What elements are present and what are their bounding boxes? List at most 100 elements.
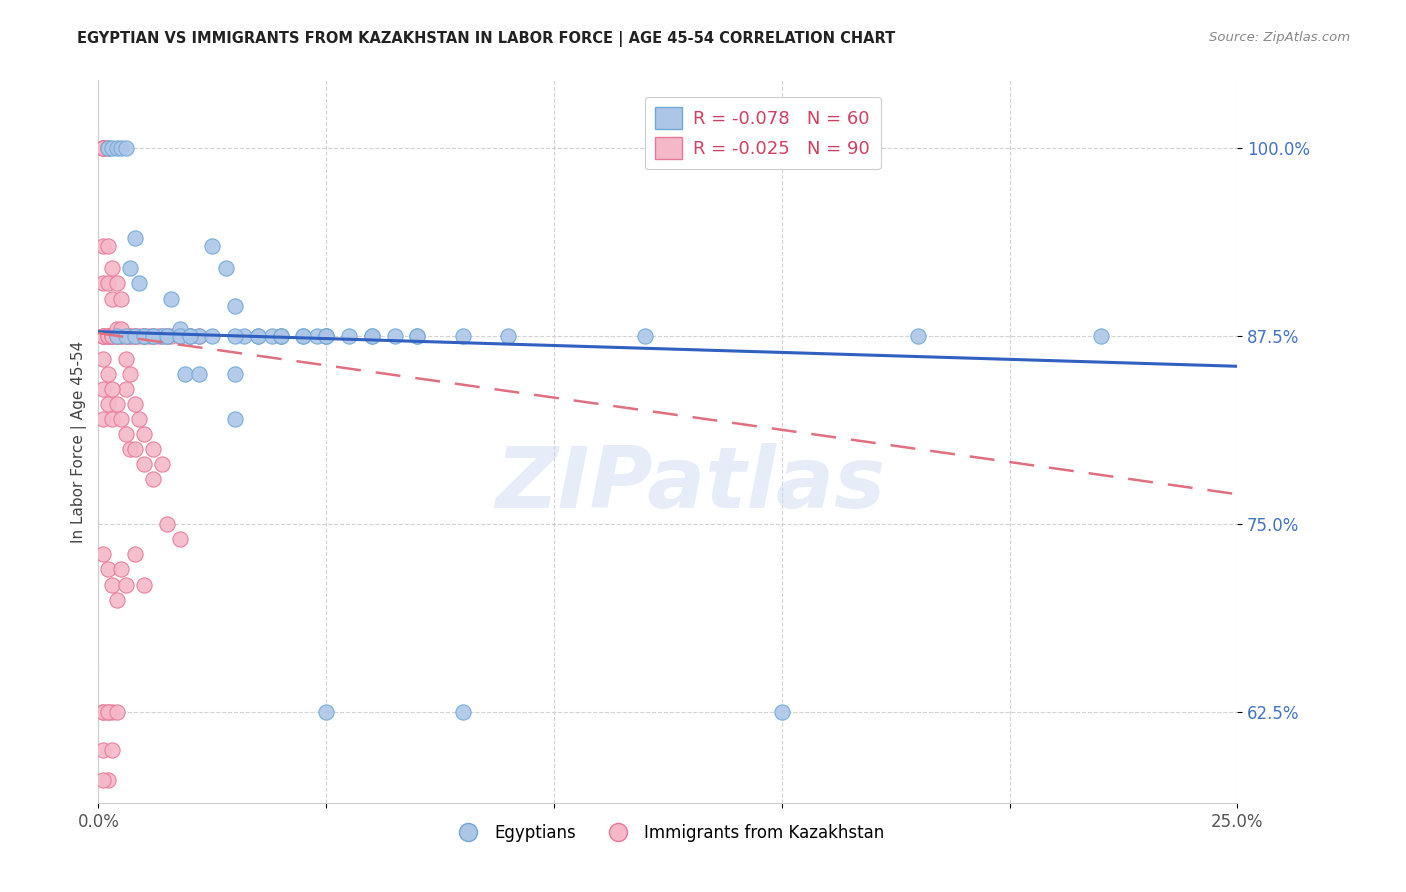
Point (101, 706, 124, 720)
Point (105, 277, 128, 291)
Point (156, 329, 179, 343)
Point (91, 773, 114, 788)
Point (315, 329, 337, 343)
Point (120, 261, 142, 276)
Point (128, 329, 150, 343)
Point (270, 329, 292, 343)
Point (96, 141, 118, 155)
Point (142, 329, 165, 343)
Point (360, 329, 382, 343)
Point (132, 427, 155, 442)
Point (96, 397, 118, 411)
Point (124, 329, 146, 343)
Point (114, 141, 136, 155)
Point (110, 141, 132, 155)
Point (124, 329, 146, 343)
Point (260, 329, 283, 343)
Point (907, 329, 929, 343)
Text: ZIPatlas: ZIPatlas (495, 443, 886, 526)
Point (91, 239, 114, 253)
Point (110, 329, 132, 343)
Point (132, 457, 155, 471)
Point (142, 329, 165, 343)
Point (101, 261, 124, 276)
Point (124, 329, 146, 343)
Point (105, 141, 128, 155)
Point (201, 239, 224, 253)
Point (169, 533, 191, 547)
Point (91, 141, 114, 155)
Point (114, 329, 136, 343)
Point (315, 329, 337, 343)
Point (307, 329, 329, 343)
Legend: Egyptians, Immigrants from Kazakhstan: Egyptians, Immigrants from Kazakhstan (444, 817, 891, 848)
Point (101, 329, 124, 343)
Point (156, 329, 179, 343)
Point (384, 329, 406, 343)
Point (91, 141, 114, 155)
Point (142, 442, 165, 456)
Point (110, 412, 132, 426)
Point (770, 706, 793, 720)
Point (124, 397, 146, 411)
Point (101, 292, 124, 306)
Point (91, 141, 114, 155)
Point (91, 412, 114, 426)
Point (124, 442, 146, 456)
Point (96, 329, 118, 343)
Point (169, 329, 191, 343)
Point (114, 329, 136, 343)
Point (246, 329, 269, 343)
Point (132, 577, 155, 591)
Point (128, 412, 150, 426)
Point (120, 442, 142, 456)
Point (101, 329, 124, 343)
Point (169, 321, 191, 335)
Point (132, 329, 155, 343)
Point (105, 329, 128, 343)
Point (91, 706, 114, 720)
Point (96, 141, 118, 155)
Point (179, 329, 201, 343)
Point (224, 367, 246, 381)
Point (156, 329, 179, 343)
Point (110, 329, 132, 343)
Point (110, 321, 132, 335)
Point (96, 706, 118, 720)
Point (120, 329, 142, 343)
Point (105, 706, 128, 720)
Point (110, 292, 132, 306)
Point (105, 397, 128, 411)
Point (156, 517, 179, 532)
Point (105, 329, 128, 343)
Y-axis label: In Labor Force | Age 45-54: In Labor Force | Age 45-54 (72, 341, 87, 542)
Point (124, 548, 146, 562)
Point (292, 329, 315, 343)
Point (224, 299, 246, 313)
Point (406, 329, 429, 343)
Point (142, 329, 165, 343)
Point (160, 329, 183, 343)
Point (96, 239, 118, 253)
Point (91, 329, 114, 343)
Point (187, 329, 209, 343)
Point (270, 329, 292, 343)
Point (91, 329, 114, 343)
Point (224, 329, 246, 343)
Point (498, 329, 520, 343)
Point (132, 329, 155, 343)
Point (101, 382, 124, 396)
Point (101, 141, 124, 155)
Point (101, 743, 124, 757)
Point (215, 261, 238, 276)
Point (114, 427, 136, 442)
Point (150, 329, 173, 343)
Point (91, 277, 114, 291)
Point (96, 141, 118, 155)
Point (96, 562, 118, 576)
Point (105, 329, 128, 343)
Point (315, 329, 337, 343)
Text: Source: ZipAtlas.com: Source: ZipAtlas.com (1209, 31, 1350, 45)
Point (114, 382, 136, 396)
Point (91, 706, 114, 720)
